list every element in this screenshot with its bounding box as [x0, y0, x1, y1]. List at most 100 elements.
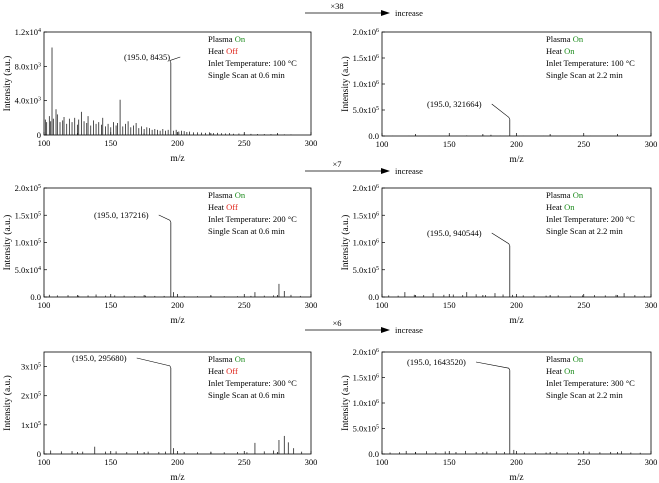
arrow-head-icon — [381, 327, 390, 333]
y-tick-label: 1.0x106 — [353, 398, 379, 408]
legend-inlet-temperature: Inlet Temperature: 300 °C — [546, 378, 635, 388]
panels: 100 150 200 250 300 0 4.0x103 8.0x103 1.2x104 m/z… — [2, 27, 657, 483]
x-tick-label: 300 — [645, 139, 658, 149]
x-axis-title: m/z — [509, 155, 523, 165]
y-tick-label: 1.5x106 — [353, 53, 379, 63]
spectrum-panel-5: 100 150 200 250 300 0 1x105 2x105 3x105 m/z Intens… — [2, 351, 317, 483]
legend: Plasma On Heat Off Inlet Temperature: 200 … — [208, 190, 297, 236]
x-tick-label: 250 — [238, 138, 251, 148]
legend-inlet-temperature: Inlet Temperature: 100 °C — [208, 58, 297, 68]
y-tick-label: 0.0 — [368, 292, 379, 302]
plot-frame — [43, 187, 312, 298]
peak-callout-line — [491, 232, 511, 246]
legend: Plasma On Heat Off Inlet Temperature: 100 … — [208, 34, 297, 80]
peak-callout-line — [475, 361, 511, 371]
peak-label: (195.0, 137216) — [94, 210, 149, 220]
increase-arrow-2: ×7 increase — [305, 159, 423, 176]
spectrum-panel-1: 100 150 200 250 300 0 4.0x103 8.0x103 1.2x104 m/z… — [2, 27, 317, 164]
y-tick-label: 5.0x105 — [353, 265, 379, 275]
legend-plasma: Plasma On — [208, 190, 246, 200]
increase-arrow-3: ×6 increase — [305, 318, 423, 335]
x-tick-label: 150 — [104, 138, 117, 148]
y-axis-title: Intensity (a.u.) — [2, 215, 13, 271]
fold-increase-label: ×6 — [332, 318, 341, 328]
y-tick-label: 2.0x106 — [353, 347, 379, 357]
y-tick-label: 5.0x105 — [353, 424, 379, 434]
spectrum-panel-6: 100 150 200 250 300 0.0 5.0x105 1.0x106 1.5x106 2… — [340, 347, 657, 483]
x-axis-title: m/z — [170, 154, 184, 164]
y-tick-label: 5.0x105 — [353, 105, 379, 115]
x-tick-label: 100 — [38, 457, 51, 467]
y-tick-label: 2.0x105 — [15, 183, 41, 193]
y-axis-title: Intensity (a.u.) — [340, 375, 351, 431]
x-tick-label: 200 — [510, 300, 523, 310]
y-tick-label: 2.0x106 — [353, 27, 379, 37]
legend-heat: Heat On — [546, 202, 575, 212]
x-tick-label: 100 — [376, 300, 389, 310]
legend-inlet-temperature: Inlet Temperature: 200 °C — [546, 214, 635, 224]
plot-frame — [43, 351, 312, 455]
legend-scan-time: Single Scan at 0.6 min — [208, 226, 285, 236]
legend-inlet-temperature: Inlet Temperature: 200 °C — [208, 214, 297, 224]
increase-label: increase — [395, 325, 423, 335]
legend: Plasma On Heat Off Inlet Temperature: 300 … — [208, 354, 297, 400]
y-tick-label: 1.5x105 — [15, 210, 41, 220]
x-tick-label: 150 — [443, 300, 456, 310]
plot-frame — [381, 31, 652, 137]
y-tick-label: 1.5x106 — [353, 373, 379, 383]
peak-callout-line — [136, 357, 172, 368]
peak-label: (195.0, 940544) — [427, 228, 482, 238]
y-tick-label: 5.0x104 — [15, 265, 41, 275]
x-tick-label: 150 — [443, 139, 456, 149]
legend-inlet-temperature: Inlet Temperature: 300 °C — [208, 378, 297, 388]
legend-plasma: Plasma On — [546, 354, 584, 364]
y-tick-label: 2.0x106 — [353, 183, 379, 193]
legend-scan-time: Single Scan at 0.6 min — [208, 390, 285, 400]
y-tick-label: 0.0 — [30, 292, 41, 302]
legend-scan-time: Single Scan at 2.2 min — [546, 226, 623, 236]
y-axis-title: Intensity (a.u.) — [340, 56, 351, 112]
legend: Plasma On Heat On Inlet Temperature: 100 °… — [546, 34, 635, 80]
increase-arrows: ×38 increase ×7 increase ×6 increase — [305, 1, 423, 335]
x-tick-label: 300 — [645, 300, 658, 310]
x-tick-label: 200 — [510, 139, 523, 149]
y-tick-label: 8.0x103 — [15, 61, 41, 71]
x-tick-label: 250 — [238, 300, 251, 310]
legend-inlet-temperature: Inlet Temperature: 100 °C — [546, 58, 635, 68]
legend-plasma: Plasma On — [546, 190, 584, 200]
y-tick-label: 2x105 — [21, 391, 41, 401]
x-tick-label: 150 — [104, 300, 117, 310]
legend-plasma: Plasma On — [208, 354, 246, 364]
y-tick-label: 1x105 — [21, 420, 41, 430]
x-tick-label: 250 — [577, 457, 590, 467]
spectrum-panel-3: 100 150 200 250 300 0.0 5.0x104 1.0x105 1.5x105 2… — [2, 183, 317, 326]
peak-callout-line — [169, 56, 181, 63]
legend-heat: Heat Off — [208, 46, 238, 56]
spectrum-panel-2: 100 150 200 250 300 0.0 5.0x105 1.0x106 1.5x106 2… — [340, 27, 657, 165]
x-axis-title: m/z — [170, 316, 184, 326]
x-tick-label: 100 — [38, 300, 51, 310]
legend-plasma: Plasma On — [546, 34, 584, 44]
x-tick-label: 300 — [645, 457, 658, 467]
peak-label: (195.0, 1643520) — [407, 357, 466, 367]
legend-heat: Heat On — [546, 366, 575, 376]
y-axis-title: Intensity (a.u.) — [2, 56, 13, 112]
x-tick-label: 100 — [376, 457, 389, 467]
y-tick-label: 0 — [37, 130, 41, 140]
x-tick-label: 150 — [443, 457, 456, 467]
legend-scan-time: Single Scan at 2.2 min — [546, 70, 623, 80]
plot-frame — [43, 31, 312, 136]
y-tick-label: 1.0x105 — [15, 238, 41, 248]
y-tick-label: 4.0x103 — [15, 96, 41, 106]
increase-label: increase — [395, 8, 423, 18]
peak-label: (195.0, 295680) — [72, 353, 127, 363]
x-tick-label: 300 — [305, 138, 318, 148]
increase-label: increase — [395, 166, 423, 176]
y-tick-label: 3x105 — [21, 362, 41, 372]
y-axis-title: Intensity (a.u.) — [2, 375, 13, 431]
increase-arrow-1: ×38 increase — [305, 1, 423, 18]
fold-increase-label: ×7 — [332, 159, 341, 169]
x-tick-label: 200 — [171, 138, 184, 148]
legend-heat: Heat On — [546, 46, 575, 56]
fold-increase-label: ×38 — [330, 1, 343, 11]
